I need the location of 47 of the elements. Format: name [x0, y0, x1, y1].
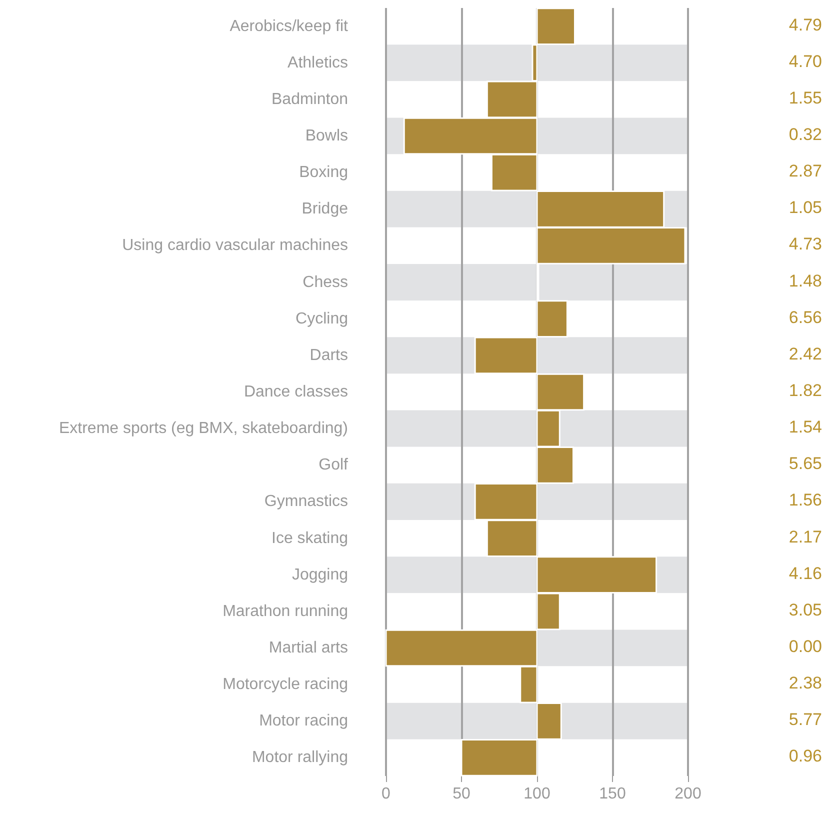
y-tick-label: Dance classes [244, 384, 348, 400]
text: 0.32 [788, 125, 822, 144]
y-tick-label: Bowls [305, 128, 348, 144]
text: 1.82 [788, 381, 822, 400]
y-tick-label: Aerobics/keep fit [230, 18, 349, 35]
text: 1.55 [788, 88, 822, 108]
text: 4.73 [788, 234, 822, 254]
x-tick-label: 150 [599, 786, 626, 802]
text: 5.65 [788, 454, 822, 474]
y-tick-label: Athletics [288, 54, 348, 72]
y-tick-label: Gymnastics [264, 493, 348, 510]
x-tick-label: 200 [674, 786, 702, 802]
text: 4.16 [788, 564, 822, 583]
text: 0.96 [788, 746, 822, 766]
text: 4.79 [788, 15, 822, 34]
y-tick-label: Chess [302, 274, 348, 291]
y-tick-label: Ice skating [272, 530, 348, 547]
text: 2.42 [788, 344, 822, 364]
y-tick-label: Marathon running [222, 602, 348, 620]
text: 6.56 [788, 308, 822, 327]
x-tick-label: 50 [452, 786, 470, 802]
text: 5.77 [788, 710, 822, 730]
y-tick-label: Golf [318, 456, 349, 474]
text: 2.17 [788, 527, 822, 546]
y-tick-label: Martial arts [268, 640, 348, 656]
y-tick-label: Jogging [292, 566, 348, 584]
y-tick-label: Motor rallying [252, 749, 348, 766]
x-tick-label: 100 [524, 786, 550, 802]
x-tick-label: 0 [382, 786, 391, 802]
y-tick-label: Cycling [296, 310, 348, 328]
y-tick-label: Badminton [272, 90, 348, 108]
y-tick-label: Darts [310, 346, 348, 364]
y-tick-label: Motor racing [259, 712, 348, 730]
y-tick-label: Motorcycle racing [222, 676, 348, 694]
text: 2.87 [788, 162, 822, 181]
text: 0.00 [788, 637, 822, 656]
text: 4.70 [788, 52, 822, 71]
text: 1.05 [788, 198, 822, 218]
text: 3.05 [788, 600, 822, 620]
text: 1.56 [788, 490, 822, 510]
text: 1.48 [788, 271, 822, 290]
y-tick-label: Extreme sports (eg BMX, skateboarding) [58, 420, 348, 438]
y-tick-label: Bridge [302, 200, 348, 218]
y-tick-label: Boxing [299, 164, 348, 182]
y-tick-label: Using cardio vascular machines [122, 237, 348, 254]
text: 2.38 [788, 674, 822, 693]
text: 1.54 [788, 418, 822, 437]
